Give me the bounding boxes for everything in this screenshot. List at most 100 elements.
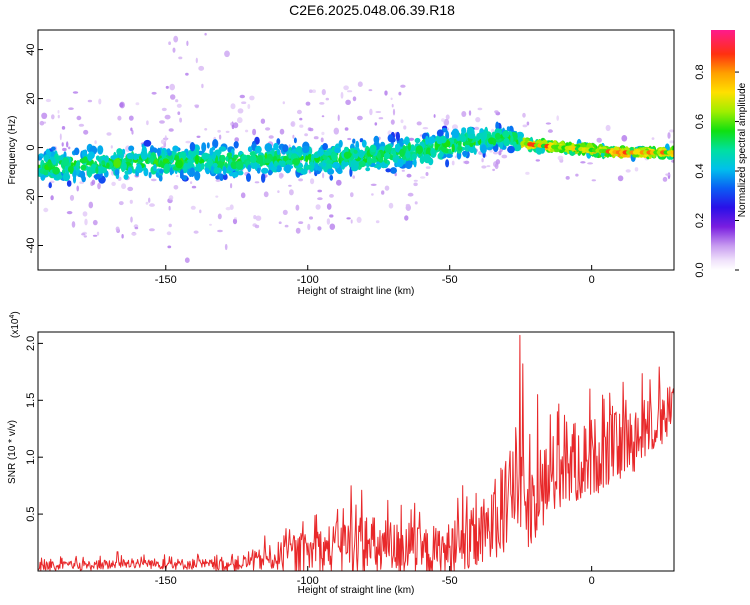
heatmap-cell — [302, 145, 310, 154]
heatmap-speckle — [225, 130, 230, 133]
heatmap-speckle — [173, 185, 179, 190]
heatmap-speckle — [477, 107, 483, 111]
heatmap-speckle — [340, 91, 344, 99]
heatmap-speckle — [486, 165, 491, 168]
heatmap-speckle — [494, 110, 499, 114]
heatmap-speckle — [492, 168, 495, 172]
heatmap-speckle — [195, 57, 198, 64]
heatmap-speckle — [454, 155, 457, 159]
heatmap-cell — [467, 133, 476, 139]
heatmap-cell — [213, 167, 220, 174]
heatmap-speckle — [400, 119, 404, 124]
heatmap-speckle — [252, 128, 257, 136]
heatmap-speckle — [350, 219, 353, 224]
heatmap-cell — [414, 137, 421, 144]
heatmap-cell — [38, 156, 43, 161]
heatmap-speckle — [390, 119, 395, 125]
heatmap-cell — [344, 146, 348, 153]
snr-x-axis-label: Height of straight line (km) — [298, 585, 415, 596]
heatmap-cell — [45, 148, 51, 155]
heatmap-cell — [68, 165, 74, 173]
heatmap-speckle — [565, 176, 570, 180]
heatmap-cell — [370, 158, 378, 164]
heatmap-cell — [157, 147, 161, 157]
heatmap-cell — [436, 129, 444, 137]
heatmap-cell — [43, 154, 50, 163]
heatmap-cell — [305, 155, 309, 164]
heatmap-speckle — [160, 139, 165, 145]
heatmap-speckle — [662, 176, 668, 182]
heatmap-speckle — [198, 65, 205, 71]
heatmap-cell — [121, 162, 127, 171]
heatmap-cell — [249, 154, 257, 164]
heatmap-speckle — [106, 132, 112, 136]
heatmap-speckle — [170, 94, 176, 100]
heatmap-cell — [411, 153, 417, 161]
heatmap-speckle — [381, 190, 385, 195]
heatmap-speckle — [233, 122, 239, 129]
heatmap-speckle — [204, 128, 208, 131]
heatmap-cell — [87, 153, 93, 162]
heatmap-cell — [405, 151, 411, 159]
heatmap-cell — [502, 130, 510, 138]
heatmap-speckle — [388, 202, 394, 209]
heatmap-cell — [462, 150, 468, 156]
heatmap-speckle — [72, 91, 79, 94]
heatmap-speckle — [547, 129, 553, 133]
heatmap-speckle — [176, 103, 182, 108]
heatmap-speckle — [535, 159, 540, 162]
heatmap-speckle — [452, 124, 458, 130]
heatmap-cell — [439, 151, 444, 158]
heatmap-speckle — [145, 201, 149, 205]
heatmap-speckle — [161, 107, 167, 112]
heatmap-speckle — [121, 234, 124, 239]
heatmap-cell — [261, 167, 269, 174]
heatmap-speckle — [57, 114, 60, 119]
heatmap-speckle — [299, 124, 304, 128]
heatmap-cell — [451, 143, 455, 153]
heatmap-speckle — [45, 98, 52, 103]
spectrogram-y-tick-label: 20 — [25, 92, 37, 104]
heatmap-cell — [459, 135, 467, 143]
heatmap-cell — [390, 137, 396, 143]
heatmap-speckle — [62, 147, 67, 152]
heatmap-cell — [329, 174, 334, 181]
heatmap-speckle — [204, 32, 207, 36]
heatmap-cell — [247, 146, 253, 153]
heatmap-cell — [476, 132, 484, 140]
heatmap-cell — [413, 158, 417, 168]
heatmap-cell — [93, 173, 102, 180]
heatmap-speckle — [131, 232, 137, 236]
heatmap-cell — [402, 139, 410, 145]
heatmap-cell — [104, 155, 109, 163]
heatmap-speckle — [83, 129, 89, 135]
heatmap-speckle — [168, 195, 174, 201]
heatmap-speckle — [39, 120, 45, 126]
heatmap-cell — [353, 149, 358, 154]
heatmap-cell — [323, 151, 332, 156]
heatmap-speckle — [92, 219, 98, 226]
heatmap-speckle — [489, 149, 493, 153]
heatmap-speckle — [254, 224, 260, 229]
heatmap-cell — [390, 167, 397, 174]
heatmap-cell — [411, 146, 415, 152]
heatmap-speckle — [130, 216, 133, 223]
heatmap-speckle — [247, 104, 251, 109]
heatmap-cell — [503, 137, 510, 147]
heatmap-cell — [430, 147, 435, 156]
heatmap-speckle — [556, 115, 559, 121]
heatmap-speckle — [234, 137, 239, 143]
heatmap-cell — [392, 150, 397, 158]
heatmap-speckle — [79, 181, 84, 184]
heatmap-speckle — [245, 129, 249, 133]
heatmap-speckle — [326, 218, 331, 225]
heatmap-speckle — [289, 189, 294, 196]
heatmap-speckle — [254, 181, 260, 184]
heatmap-speckle — [305, 101, 311, 106]
heatmap-cell — [51, 146, 56, 151]
spectrogram-heatmap — [38, 32, 674, 264]
spectrogram-panel: -150 -100 -50 0 -40 -20 0 20 40 Height of strai… — [7, 29, 675, 297]
heatmap-speckle — [296, 109, 302, 115]
heatmap-cell — [451, 128, 460, 139]
heatmap-cell — [247, 164, 252, 173]
